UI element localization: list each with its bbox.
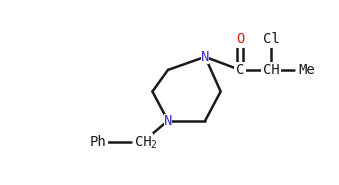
Text: O: O bbox=[236, 32, 244, 46]
Text: 2: 2 bbox=[150, 140, 156, 150]
Text: CH: CH bbox=[135, 134, 152, 149]
Text: CH: CH bbox=[263, 63, 279, 77]
Text: Me: Me bbox=[298, 63, 315, 77]
Text: N: N bbox=[201, 50, 209, 64]
Text: C: C bbox=[236, 63, 244, 77]
Text: N: N bbox=[164, 114, 172, 128]
Text: Cl: Cl bbox=[263, 32, 279, 46]
Text: Ph: Ph bbox=[90, 134, 106, 149]
